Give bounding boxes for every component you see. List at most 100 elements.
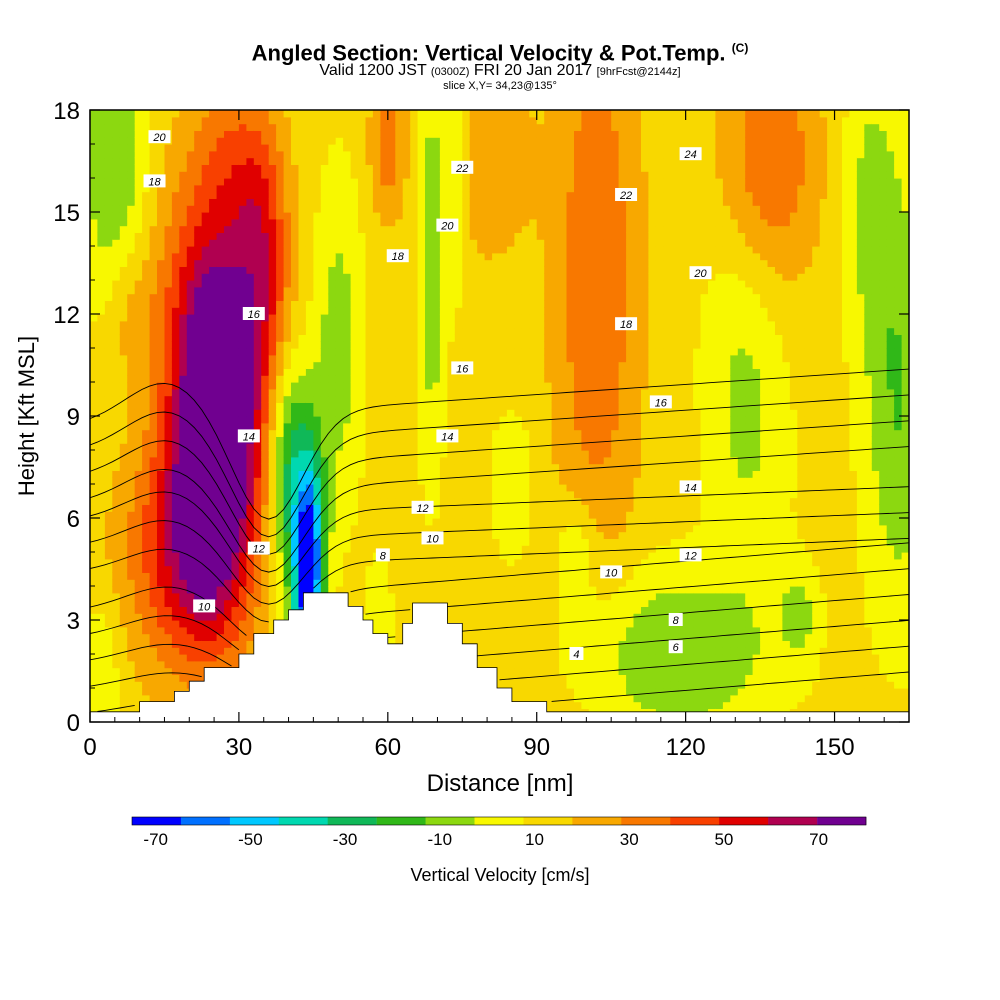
velocity-cell [253,463,262,471]
velocity-cell [119,450,128,458]
velocity-cell [395,599,404,607]
velocity-cell [484,477,493,485]
velocity-cell [231,640,240,648]
velocity-cell [439,484,448,492]
velocity-cell [201,402,210,410]
velocity-cell [484,524,493,533]
velocity-cell [268,395,277,403]
velocity-cell [142,361,151,369]
velocity-cell [462,579,471,587]
velocity-cell [216,599,225,607]
velocity-cell [417,443,426,451]
velocity-cell [469,327,478,335]
velocity-cell [238,198,247,206]
velocity-cell [410,110,419,118]
velocity-cell [253,239,262,247]
velocity-cell [291,286,299,295]
velocity-cell [380,191,389,199]
velocity-cell [216,613,225,621]
velocity-cell [149,450,158,458]
velocity-cell [439,314,448,322]
velocity-cell [484,490,493,499]
velocity-cell [119,252,128,261]
velocity-cell [313,354,322,363]
velocity-cell [194,565,203,573]
velocity-cell [417,327,426,335]
velocity-cell [127,314,136,322]
velocity-cell [372,422,381,431]
velocity-cell [201,579,210,587]
velocity-cell [432,212,441,220]
velocity-cell [454,178,463,186]
velocity-cell [283,409,292,417]
velocity-cell [276,477,285,485]
velocity-cell [209,178,218,186]
velocity-cell [492,341,501,349]
velocity-cell [484,518,493,526]
velocity-cell [216,558,225,567]
velocity-cell [283,137,292,145]
velocity-cell [90,620,98,628]
velocity-cell [410,436,419,444]
velocity-cell [104,470,113,478]
velocity-cell [104,640,113,648]
velocity-cell [477,157,486,165]
velocity-cell [291,477,299,485]
velocity-cell [425,259,433,267]
velocity-cell [291,416,299,424]
velocity-cell [328,144,337,152]
velocity-cell [201,293,210,301]
velocity-cell [171,232,180,240]
velocity-cell [439,137,448,145]
velocity-cell [335,123,344,131]
velocity-cell [216,640,225,648]
velocity-cell [492,252,501,261]
velocity-cell [149,266,158,274]
velocity-cell [261,150,270,159]
velocity-cell [186,633,195,641]
velocity-cell [335,579,344,587]
velocity-cell [283,314,292,322]
velocity-cell [410,361,419,369]
velocity-cell [157,681,165,689]
velocity-cell [298,586,307,594]
velocity-cell [90,184,98,193]
velocity-cell [104,259,113,267]
velocity-cell [350,538,359,546]
velocity-cell [454,416,463,424]
velocity-cell [387,395,396,403]
velocity-cell [328,436,337,444]
velocity-cell [224,552,232,560]
velocity-cell [216,218,225,227]
velocity-cell [358,470,366,478]
velocity-cell [410,375,419,383]
velocity-cell [134,137,143,145]
velocity-cell [425,184,433,193]
velocity-cell [209,116,218,125]
velocity-cell [149,307,158,315]
velocity-cell [410,137,419,145]
velocity-cell [432,443,441,451]
velocity-cell [283,361,292,369]
velocity-cell [142,660,151,669]
velocity-cell [171,171,180,179]
velocity-cell [380,205,389,213]
velocity-cell [179,484,188,492]
velocity-cell [425,314,433,322]
velocity-cell [425,178,433,186]
velocity-cell [283,504,292,512]
velocity-cell [328,116,337,125]
velocity-cell [469,456,478,465]
velocity-cell [149,354,158,363]
velocity-cell [372,395,381,403]
velocity-cell [216,341,225,349]
velocity-cell [261,416,270,424]
velocity-cell [253,334,262,342]
velocity-cell [179,545,188,553]
velocity-cell [358,388,366,397]
velocity-cell [402,280,411,288]
velocity-cell [425,225,433,233]
velocity-cell [387,273,396,281]
velocity-cell [492,497,501,505]
velocity-cell [186,606,195,614]
